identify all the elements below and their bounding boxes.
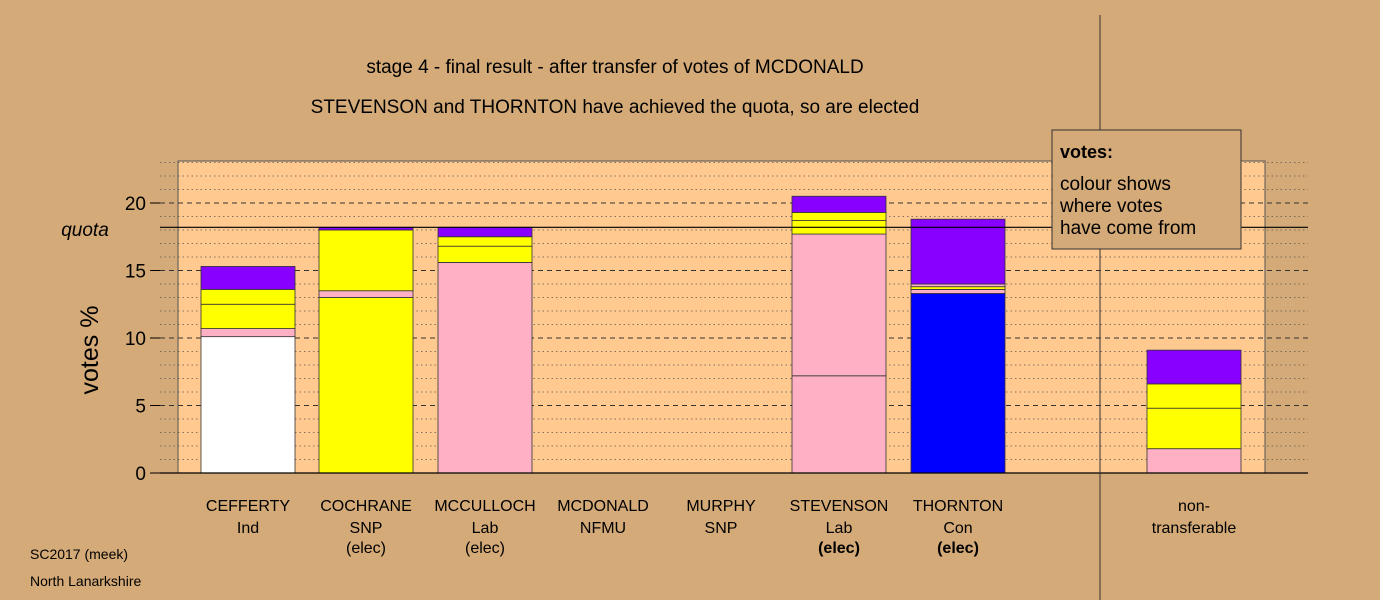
x-label-stevenson-party: Lab: [826, 520, 853, 537]
bar-thornton-segment-5: [910, 218, 1006, 285]
x-label-murphy-name: MURPHY: [686, 498, 756, 515]
y-tick-label: 5: [135, 397, 146, 418]
x-label-cefferty-party: Ind: [237, 520, 259, 537]
bar-mcculloch-segment-1: [437, 261, 533, 474]
y-tick-label: 20: [125, 194, 146, 215]
x-label-mcculloch-name: MCCULLOCH: [434, 498, 535, 515]
x-label-mcculloch-status: (elec): [465, 540, 505, 557]
x-label-non-transferable-1: non-: [1178, 498, 1210, 515]
y-tick-label: 10: [125, 329, 146, 350]
bar-stevenson-segment-5: [791, 195, 887, 213]
bar-cefferty-segment-5: [200, 266, 296, 290]
bar-non-transferable-segment-4: [1146, 349, 1242, 385]
bar-thornton-segment-3: [910, 286, 1006, 290]
bar-mcculloch-segment-2: [437, 245, 533, 263]
bar-stevenson-segment-2: [791, 233, 887, 377]
bar-cefferty-segment-4: [200, 288, 296, 305]
bar-cefferty-segment-1: [200, 336, 296, 474]
legend-line-3: have come from: [1060, 218, 1196, 239]
x-label-non-transferable-2: transferable: [1152, 520, 1237, 537]
x-label-thornton-status: (elec): [937, 540, 979, 557]
x-label-thornton-name: THORNTON: [913, 498, 1003, 515]
legend: votes: colour shows where votes have com…: [1051, 129, 1242, 250]
bar-non-transferable-segment-1: [1146, 448, 1242, 474]
bar-non-transferable-segment-2: [1146, 407, 1242, 450]
quota-label: quota: [61, 220, 109, 241]
chart-subtitle: STEVENSON and THORNTON have achieved the…: [311, 97, 920, 118]
legend-line-2: where votes: [1059, 196, 1162, 217]
footer-line-2: North Lanarkshire: [30, 573, 141, 589]
legend-box: [1051, 129, 1242, 250]
y-tick-label: 0: [135, 464, 146, 485]
bar-mcculloch-segment-3: [437, 236, 533, 247]
bar-mcculloch-segment-4: [437, 226, 533, 238]
bar-cochrane-segment-3: [318, 229, 414, 292]
x-label-thornton-party: Con: [943, 520, 972, 537]
footer-line-1: SC2017 (meek): [30, 546, 128, 562]
x-label-stevenson-status: (elec): [818, 540, 860, 557]
x-label-stevenson-name: STEVENSON: [790, 498, 889, 515]
legend-line-1: colour shows: [1060, 174, 1171, 195]
bar-thornton-segment-2: [910, 288, 1006, 294]
x-label-murphy-party: SNP: [705, 520, 738, 537]
bar-cefferty-segment-3: [200, 303, 296, 329]
bar-cefferty-segment-2: [200, 328, 296, 338]
x-label-mcdonald-party: NFMU: [580, 520, 626, 537]
bar-stevenson-segment-1: [791, 375, 887, 474]
x-label-cefferty-name: CEFFERTY: [206, 498, 290, 515]
x-label-mcculloch-party: Lab: [472, 520, 499, 537]
bar-stevenson-segment-4: [791, 212, 887, 221]
bar-non-transferable-segment-3: [1146, 383, 1242, 409]
bar-thornton-segment-4: [910, 283, 1006, 288]
bar-cochrane-segment-2: [318, 290, 414, 298]
y-axis-label: votes %: [76, 306, 104, 395]
y-tick-label: 15: [125, 262, 146, 283]
chart-title: stage 4 - final result - after transfer …: [366, 57, 863, 78]
bar-thornton-segment-1: [910, 293, 1006, 474]
x-label-mcdonald-name: MCDONALD: [557, 498, 649, 515]
bar-cochrane-segment-1: [318, 297, 414, 474]
x-label-cochrane-status: (elec): [346, 540, 386, 557]
legend-title: votes:: [1060, 142, 1113, 162]
x-label-cochrane-name: COCHRANE: [320, 498, 412, 515]
x-label-cochrane-party: SNP: [350, 520, 383, 537]
